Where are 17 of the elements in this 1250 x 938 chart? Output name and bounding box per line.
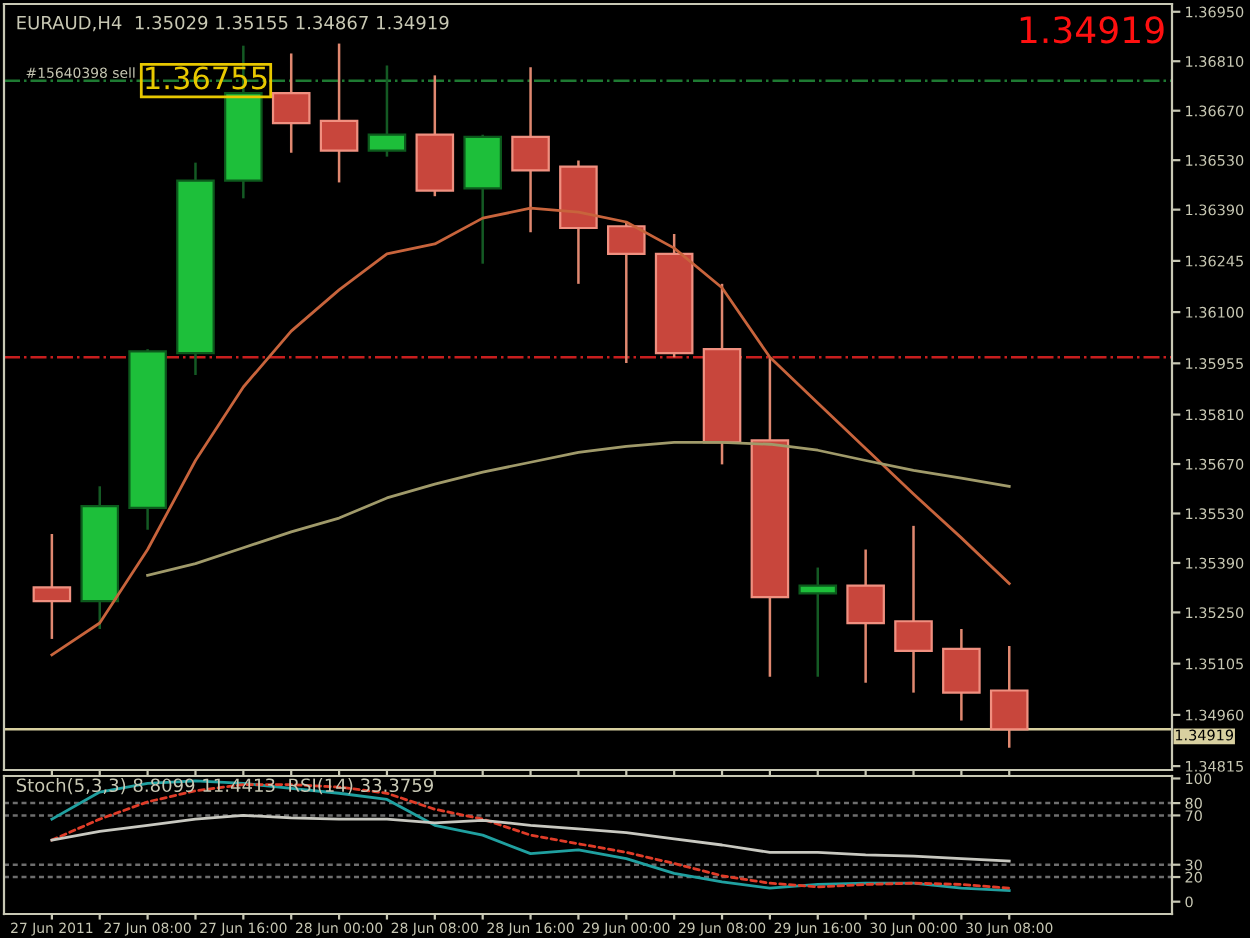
line-series <box>146 441 1011 577</box>
candlestick <box>798 566 838 678</box>
line-series <box>50 814 1011 863</box>
candlestick <box>846 548 885 684</box>
ref-line-label: 1.36755 <box>146 66 267 90</box>
candlestick <box>894 524 933 694</box>
candlestick <box>271 52 311 154</box>
candlestick <box>606 220 646 365</box>
candlestick <box>32 532 72 641</box>
candlestick <box>942 627 981 722</box>
candlestick <box>319 42 359 184</box>
candlestick <box>367 64 407 158</box>
candlestick <box>511 65 550 234</box>
line-series <box>50 206 1011 657</box>
annotation: 1.34919 <box>1020 16 1164 44</box>
text: EURAUD,H4 1.35029 1.35155 1.34867 1.34919 <box>17 15 449 32</box>
candlestick <box>989 644 1029 749</box>
